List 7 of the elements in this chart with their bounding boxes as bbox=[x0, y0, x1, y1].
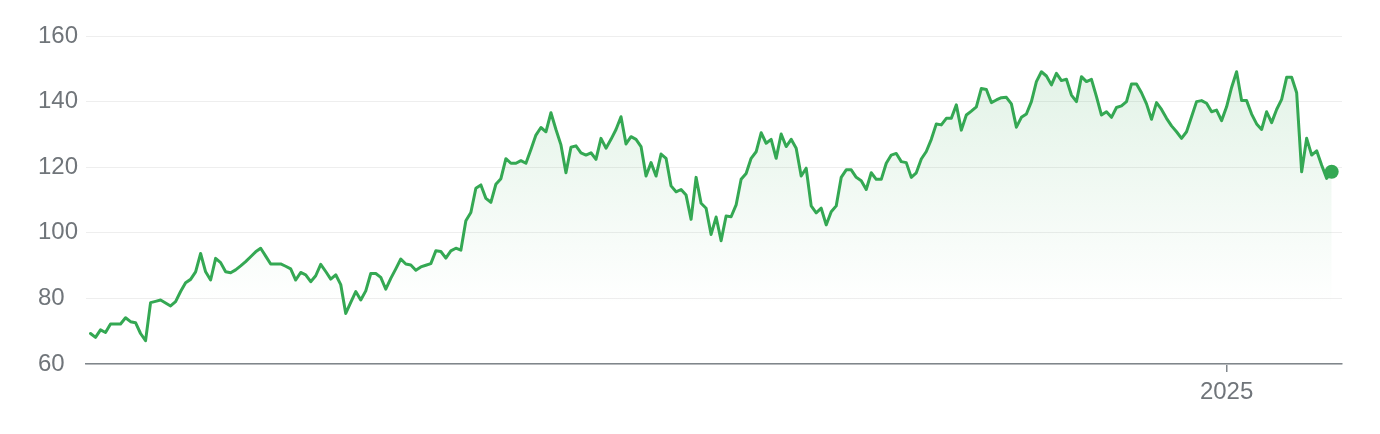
y-tick-label: 80 bbox=[38, 283, 65, 311]
y-tick-label: 140 bbox=[38, 86, 79, 114]
y-tick-label: 100 bbox=[38, 217, 79, 245]
y-tick-label: 60 bbox=[38, 348, 65, 376]
y-tick-label: 120 bbox=[38, 151, 79, 179]
x-tick-label: 2025 bbox=[1199, 377, 1254, 405]
y-tick-label: 160 bbox=[38, 20, 79, 48]
